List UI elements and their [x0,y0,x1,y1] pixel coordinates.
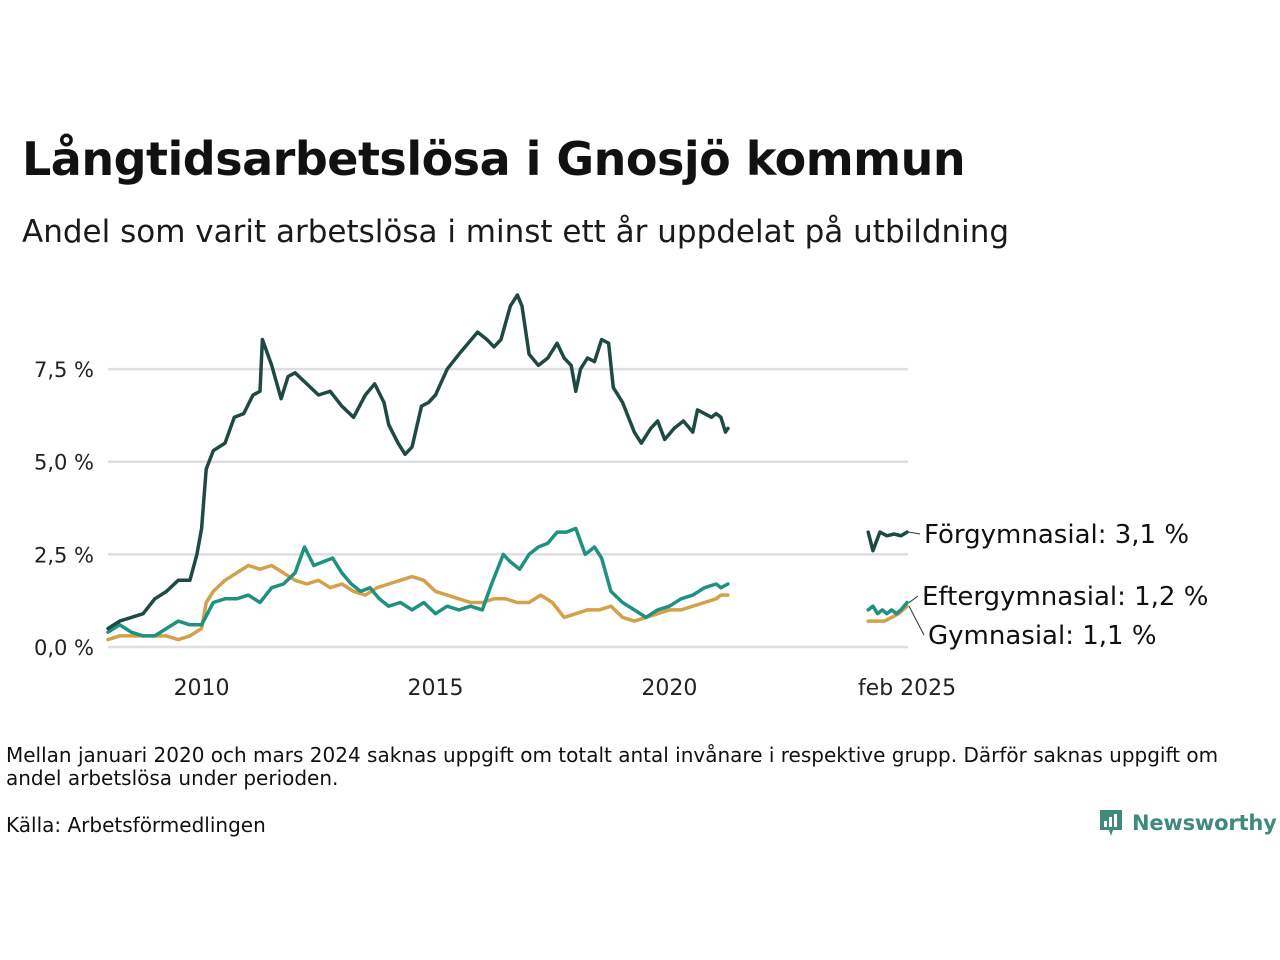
newsworthy-logo-icon [1100,810,1122,836]
series-line-eftergymnasial [106,526,730,638]
chart-note: Mellan januari 2020 och mars 2024 saknas… [6,743,1219,790]
end-label: Förgymnasial: 3,1 % [924,520,1189,550]
leader-line [908,531,921,535]
y-tick-label: 5,0 % [34,451,94,475]
y-tick-label: 2,5 % [34,543,94,567]
y-tick-label: 0,0 % [34,636,94,660]
leader-line [908,595,919,603]
leader-line [908,606,925,636]
series-line-gymnasial [106,563,730,642]
end-label: Gymnasial: 1,1 % [928,621,1157,651]
end-label: Eftergymnasial: 1,2 % [922,582,1208,612]
newsworthy-logo: Newsworthy [1098,808,1277,838]
chart-subtitle: Andel som varit arbetslösa i minst ett å… [22,214,1010,250]
x-axis-ticks: 2010 2015 2020 feb 2025 [174,676,957,701]
series-lines [106,293,909,642]
y-axis-ticks: 0,0 % 2,5 % 5,0 % 7,5 % [34,358,94,660]
series-line-recent-eftergymnasial [866,600,909,616]
x-tick-label: 2015 [407,676,463,701]
x-tick-label: 2010 [174,676,230,701]
x-tick-label: 2020 [641,676,697,701]
line-chart: 0,0 % 2,5 % 5,0 % 7,5 % 2010 2015 2020 feb 202… [34,293,1208,701]
series-line-recent-förgymnasial [866,530,909,553]
chart-title: Långtidsarbetslösa i Gnosjö kommun [22,132,966,186]
source-text: Källa: Arbetsförmedlingen [6,813,266,837]
gridlines [108,367,908,649]
end-labels: Förgymnasial: 3,1 % Eftergymnasial: 1,2 %… [908,520,1208,651]
series-line-förgymnasial [106,293,730,631]
logo-text: Newsworthy [1132,811,1277,835]
y-tick-label: 7,5 % [34,358,94,382]
x-tick-label: feb 2025 [858,676,956,701]
